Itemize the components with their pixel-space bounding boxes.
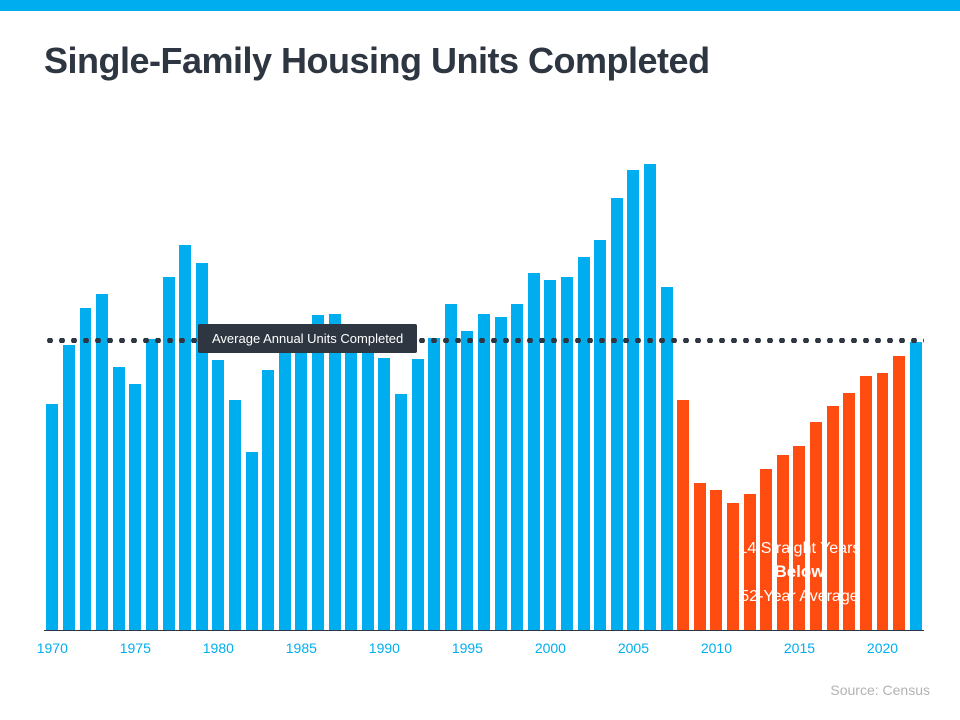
bar-2022 — [910, 342, 922, 630]
bar-1975 — [129, 384, 141, 630]
x-tick-2010: 2010 — [701, 640, 732, 656]
bar-1985 — [295, 328, 307, 630]
chart-title: Single-Family Housing Units Completed — [44, 40, 710, 82]
bar-2001 — [561, 277, 573, 630]
bar-1996 — [478, 314, 490, 630]
bar-1977 — [163, 277, 175, 630]
bar-1978 — [179, 245, 191, 630]
bar-1980 — [212, 360, 224, 630]
x-tick-1985: 1985 — [286, 640, 317, 656]
bar-1971 — [63, 345, 75, 630]
bar-1973 — [96, 294, 108, 630]
bar-1982 — [246, 452, 258, 630]
bar-2000 — [544, 280, 556, 630]
annot-line-1: 14 Straight Years — [704, 537, 894, 560]
x-tick-1975: 1975 — [120, 640, 151, 656]
x-tick-2000: 2000 — [535, 640, 566, 656]
bar-1986 — [312, 315, 324, 630]
bar-1998 — [511, 304, 523, 630]
annot-line-2: Below — [704, 560, 894, 585]
bar-2002 — [578, 257, 590, 630]
bar-1974 — [113, 367, 125, 630]
x-tick-1995: 1995 — [452, 640, 483, 656]
bar-1976 — [146, 339, 158, 630]
bar-1993 — [428, 338, 440, 630]
brand-topbar — [0, 0, 960, 11]
chart-frame: Single-Family Housing Units Completed Av… — [0, 0, 960, 720]
x-tick-2020: 2020 — [867, 640, 898, 656]
bar-1990 — [378, 358, 390, 630]
bar-2005 — [627, 170, 639, 630]
x-tick-1980: 1980 — [203, 640, 234, 656]
bar-1983 — [262, 370, 274, 630]
bar-2004 — [611, 198, 623, 630]
x-tick-2015: 2015 — [784, 640, 815, 656]
bar-1987 — [329, 314, 341, 630]
bar-2008 — [677, 400, 689, 630]
average-line — [44, 338, 924, 343]
x-tick-2005: 2005 — [618, 640, 649, 656]
below-average-annotation: 14 Straight Years Below 52-Year Average — [704, 537, 894, 608]
source-attribution: Source: Census — [830, 682, 930, 698]
bar-1979 — [196, 263, 208, 630]
bar-1972 — [80, 308, 92, 630]
x-tick-1970: 1970 — [37, 640, 68, 656]
average-label: Average Annual Units Completed — [198, 324, 417, 353]
chart-area: Average Annual Units Completed 14 Straig… — [44, 150, 924, 630]
bar-2021 — [893, 356, 905, 630]
bar-2006 — [644, 164, 656, 630]
x-baseline — [44, 630, 924, 632]
bar-1992 — [412, 359, 424, 630]
bar-1981 — [229, 400, 241, 630]
bar-1997 — [495, 317, 507, 630]
annot-line-3: 52-Year Average — [704, 585, 894, 608]
bar-1984 — [279, 342, 291, 630]
bar-1995 — [461, 331, 473, 630]
bar-1994 — [445, 304, 457, 630]
bar-1989 — [362, 342, 374, 630]
bar-1991 — [395, 394, 407, 630]
x-tick-1990: 1990 — [369, 640, 400, 656]
bar-2003 — [594, 240, 606, 630]
bar-1970 — [46, 404, 58, 630]
bar-1988 — [345, 325, 357, 630]
bar-1999 — [528, 273, 540, 630]
